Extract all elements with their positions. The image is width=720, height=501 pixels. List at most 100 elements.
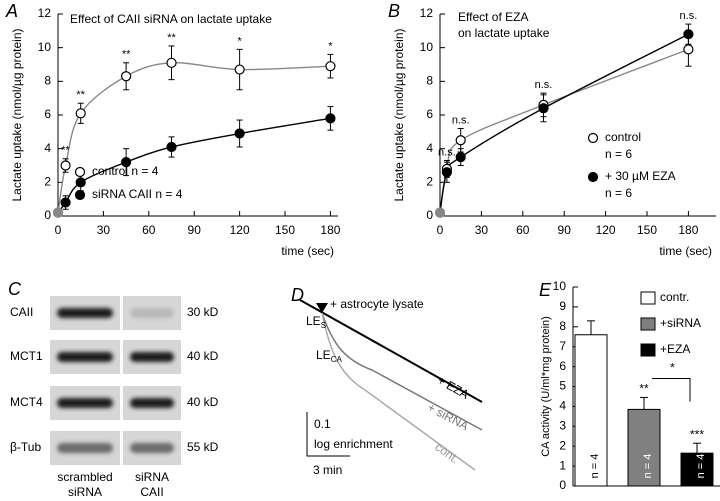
data-point	[166, 141, 177, 153]
significance-label: **	[76, 89, 85, 101]
y-tick-label: 4	[44, 141, 51, 155]
legend-note: n = 6	[605, 147, 632, 161]
fit-curve	[439, 48, 689, 213]
legend-marker	[587, 132, 599, 144]
y-tick-label: 0	[44, 208, 51, 222]
data-point	[683, 44, 694, 55]
legend-label: + 30 µM EZA	[605, 169, 676, 183]
x-tick-label: 90	[558, 223, 572, 237]
x-tick-label: 120	[230, 223, 250, 237]
blot-row-label: β-Tub	[10, 440, 41, 454]
data-point	[434, 207, 446, 218]
bar	[627, 408, 661, 487]
error-bar	[640, 396, 648, 410]
significance-label: **	[61, 145, 70, 157]
addition-arrow	[316, 303, 328, 313]
significance-label: **	[639, 382, 649, 396]
y-tick-label: 5	[559, 379, 566, 393]
blot-row-label: MCT1	[10, 349, 43, 363]
x-tick-label: 0	[437, 223, 444, 237]
data-point	[455, 151, 466, 163]
x-tick-label: 180	[320, 223, 340, 237]
significance-label: n.s.	[438, 146, 456, 158]
data-point	[683, 29, 694, 40]
blot-row-label: MCT4	[10, 395, 43, 409]
significance-label: n.s.	[535, 79, 553, 91]
y-tick-label: 8	[426, 74, 433, 88]
y-tick-label: 12	[38, 6, 52, 20]
blot-band	[130, 398, 174, 408]
x-axis-label: time (sec)	[281, 244, 334, 258]
n-label: n = 4	[589, 454, 601, 479]
chart-title: on lactate uptake	[458, 26, 550, 40]
legend-swatch	[640, 291, 656, 305]
data-point	[234, 64, 245, 75]
n-label: n = 4	[695, 454, 707, 479]
x-tick-label: 180	[678, 223, 698, 237]
trace-panel: D + astrocyte lysate LES LECA + EZA + si…	[291, 285, 483, 477]
trace-label: + EZA	[435, 373, 471, 402]
y-tick-label: 6	[426, 107, 433, 121]
data-point	[538, 103, 549, 114]
data-point	[60, 197, 71, 208]
scale-bar	[306, 412, 350, 457]
legend-swatch	[640, 317, 656, 331]
blot-band	[57, 443, 113, 453]
comparison-label: *	[670, 361, 675, 375]
data-point	[325, 113, 336, 124]
addition-label: + astrocyte lysate	[330, 297, 424, 311]
y-tick-label: 6	[44, 107, 51, 121]
data-point	[75, 108, 86, 119]
blot-band	[130, 352, 174, 362]
y-tick-label: 1	[559, 458, 566, 472]
significance-label: *	[237, 35, 242, 47]
le-sub: CA	[331, 355, 343, 364]
data-point	[60, 160, 71, 171]
y-tick-label: 2	[559, 438, 566, 452]
data-point	[234, 128, 245, 139]
y-tick-label: 2	[44, 175, 51, 189]
blot-size-label: 40 kD	[187, 349, 219, 363]
x-tick-label: 150	[637, 223, 657, 237]
blot-band	[57, 352, 113, 362]
legend-label: +siRNA	[660, 316, 701, 330]
legend-label: contr.	[660, 290, 689, 304]
blot-band	[57, 308, 113, 318]
n-label: n = 4	[642, 454, 654, 479]
chart-title: Effect of CAII siRNA on lactate uptake	[70, 12, 272, 26]
data-point	[455, 135, 466, 146]
significance-label: ***	[690, 427, 704, 441]
x-tick-label: 60	[516, 223, 530, 237]
scale-y-label: log enrichment	[314, 437, 393, 451]
legend-label: +EZA	[660, 342, 690, 356]
blot-band	[130, 443, 174, 453]
blot-column-label: siRNA	[135, 470, 169, 484]
data-point	[441, 167, 452, 178]
y-tick-label: 0	[426, 208, 433, 222]
bar	[680, 452, 714, 487]
legend-label: control	[605, 130, 641, 144]
le-sub: S	[321, 321, 326, 330]
scale-x: 3 min	[313, 463, 342, 477]
legend-marker	[74, 166, 86, 178]
legend-label: control n = 4	[92, 164, 159, 178]
blot-column-label: scrambled	[57, 470, 112, 484]
y-axis-label: CA activity (U/ml*mg protein)	[540, 316, 552, 457]
y-tick-label: 4	[559, 399, 566, 413]
data-point	[325, 61, 336, 72]
x-tick-label: 120	[596, 223, 616, 237]
trace-control	[321, 312, 476, 471]
blot-band	[130, 308, 174, 318]
data-point	[75, 177, 86, 188]
blot-row-label: CAII	[10, 305, 33, 319]
data-point	[121, 157, 132, 168]
blot-size-label: 55 kD	[187, 440, 219, 454]
y-tick-label: 2	[426, 175, 433, 189]
trace-label: + siRNA	[425, 400, 471, 433]
significance-label: *	[328, 40, 333, 52]
blot-size-label: 40 kD	[187, 395, 219, 409]
blot-band	[57, 398, 113, 408]
y-tick-label: 12	[420, 6, 434, 20]
blot-size-label: 30 kD	[187, 305, 219, 319]
